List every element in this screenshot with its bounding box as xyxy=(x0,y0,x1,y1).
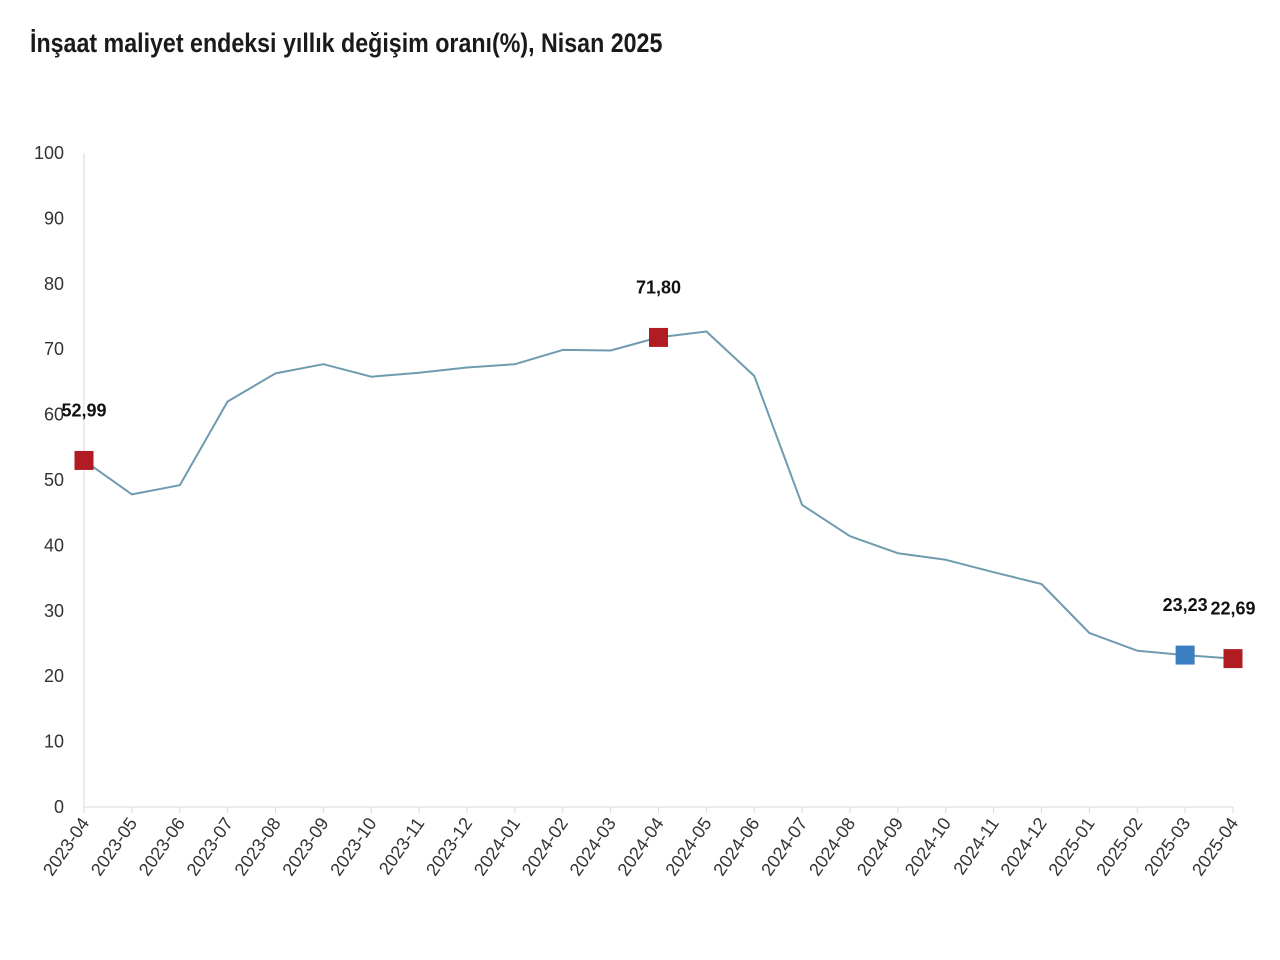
x-tick-label: 2024-01 xyxy=(470,814,524,880)
x-tick-label: 2023-07 xyxy=(183,814,237,880)
x-tick-label: 2023-04 xyxy=(39,814,93,880)
x-tick-label: 2023-11 xyxy=(375,814,429,878)
y-tick-label: 100 xyxy=(34,143,64,163)
y-tick-label: 50 xyxy=(44,470,64,490)
x-tick-label: 2024-08 xyxy=(805,814,859,880)
x-tick-label: 2024-02 xyxy=(518,814,572,880)
x-axis-tick-labels: 2023-042023-052023-062023-072023-082023-… xyxy=(39,814,1242,880)
x-tick-label: 2025-03 xyxy=(1140,814,1194,880)
x-tick-label: 2024-09 xyxy=(853,814,907,880)
series-lines xyxy=(83,330,1234,660)
chart-title: İnşaat maliyet endeksi yıllık değişim or… xyxy=(30,28,663,58)
x-tick-label: 2024-10 xyxy=(901,814,955,880)
x-tick-label: 2025-01 xyxy=(1044,814,1098,880)
x-tick-label: 2024-11 xyxy=(949,814,1003,878)
y-tick-label: 0 xyxy=(54,797,64,817)
data-label: 52,99 xyxy=(61,400,106,420)
x-tick-label: 2023-09 xyxy=(278,814,332,880)
y-axis-tick-labels: 0 10 20 30 40 50 60 70 80 90 100 xyxy=(34,143,64,817)
y-tick-label: 20 xyxy=(44,666,64,686)
highlight-marker xyxy=(1175,645,1195,665)
x-tick-label: 2023-05 xyxy=(87,814,141,880)
y-tick-label: 40 xyxy=(44,535,64,555)
y-tick-label: 30 xyxy=(44,601,64,621)
data-label: 23,23 xyxy=(1163,595,1208,615)
axes xyxy=(83,153,1234,813)
x-tick-label: 2025-04 xyxy=(1188,814,1242,880)
x-tick-label: 2023-12 xyxy=(422,814,476,880)
x-tick-label: 2024-03 xyxy=(566,814,620,880)
data-label: 22,69 xyxy=(1210,599,1255,619)
data-label: 71,80 xyxy=(636,277,681,297)
data-labels: 52,99 71,80 23,23 22,69 xyxy=(61,277,1255,618)
y-tick-label: 60 xyxy=(44,405,64,425)
y-tick-label: 90 xyxy=(44,208,64,228)
y-tick-label: 10 xyxy=(44,732,64,752)
x-tick-label: 2023-06 xyxy=(135,814,189,880)
x-tick-label: 2024-07 xyxy=(757,814,811,880)
x-tick-label: 2024-05 xyxy=(661,814,715,880)
y-tick-label: 70 xyxy=(44,339,64,359)
x-tick-label: 2023-08 xyxy=(231,814,285,880)
highlight-markers xyxy=(74,327,1243,669)
x-tick-label: 2024-12 xyxy=(997,814,1051,880)
series-line xyxy=(83,330,1234,660)
x-tick-label: 2025-02 xyxy=(1092,814,1146,880)
y-tick-label: 80 xyxy=(44,274,64,294)
highlight-marker xyxy=(1223,649,1243,669)
highlight-marker xyxy=(74,450,94,470)
x-tick-label: 2023-10 xyxy=(326,814,380,880)
x-tick-label: 2024-04 xyxy=(614,814,668,880)
x-tick-label: 2024-06 xyxy=(709,814,763,880)
highlight-marker xyxy=(649,327,668,347)
